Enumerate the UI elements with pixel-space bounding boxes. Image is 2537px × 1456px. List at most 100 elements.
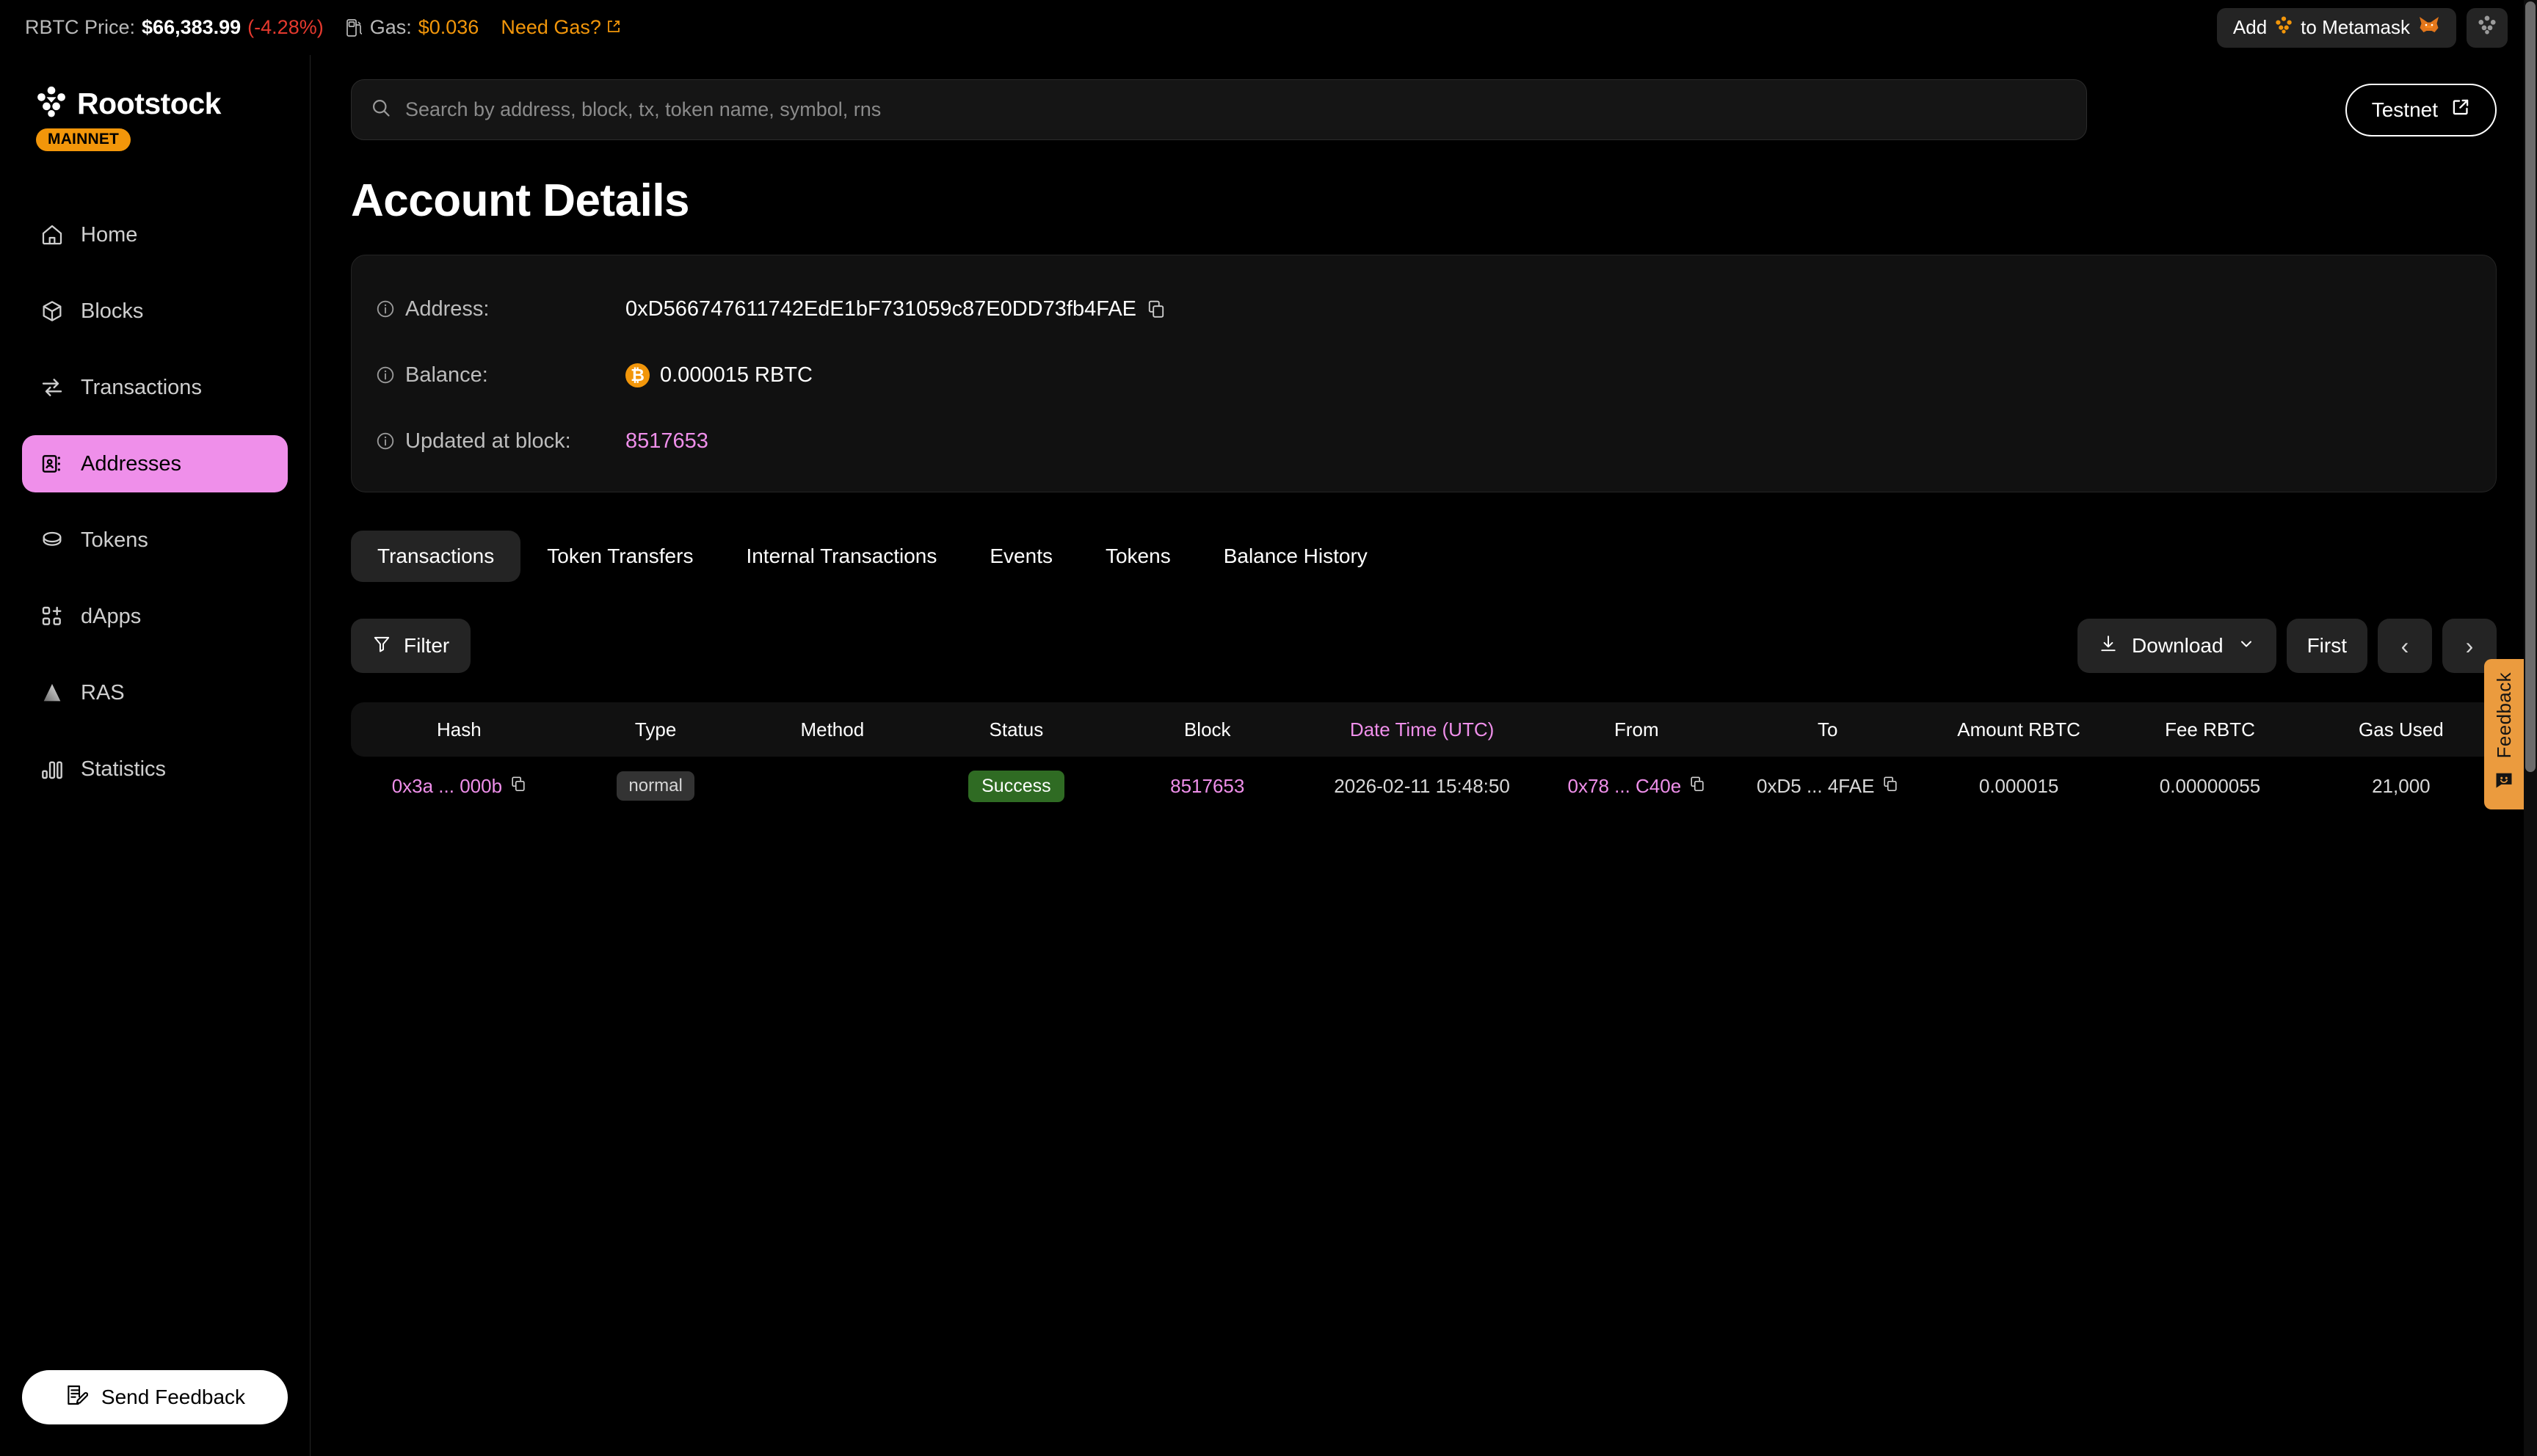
balance-label-group: Balance: — [376, 363, 625, 387]
copy-icon[interactable] — [1882, 775, 1898, 798]
network-badge: MAINNET — [36, 128, 131, 151]
sidebar-item-home[interactable]: Home — [22, 206, 288, 263]
column-header-block[interactable]: Block — [1183, 718, 1231, 740]
search-input[interactable] — [405, 98, 2067, 121]
copy-icon[interactable] — [1147, 299, 1166, 319]
copy-icon[interactable] — [1689, 775, 1705, 798]
tab-token-transfers[interactable]: Token Transfers — [547, 545, 694, 567]
cell-gas-used: 21,000 — [2372, 774, 2431, 797]
column-header-hash[interactable]: Hash — [437, 718, 482, 740]
tx-hash-link[interactable]: 0x3a ... 000b — [391, 774, 503, 797]
prev-page-button[interactable]: ‹ — [2378, 619, 2432, 673]
tab-events[interactable]: Events — [990, 545, 1053, 567]
sidebar-item-blocks[interactable]: Blocks — [22, 283, 288, 340]
network-switch-button[interactable]: Testnet — [2345, 83, 2497, 136]
column-header-gas-used[interactable]: Gas Used — [2359, 718, 2444, 740]
first-page-button[interactable]: First — [2286, 619, 2367, 673]
updated-block-value[interactable]: 8517653 — [625, 429, 708, 453]
gas-value: $0.036 — [418, 16, 479, 38]
main-topbar: Testnet — [351, 55, 2497, 140]
main-content: Testnet Account Details Address: — [311, 55, 2537, 1456]
sidebar-item-ras[interactable]: RAS — [22, 664, 288, 721]
info-icon[interactable] — [376, 365, 395, 385]
download-label: Download — [2132, 634, 2224, 657]
tab-transactions[interactable]: Transactions — [351, 531, 521, 582]
tab-internal-transactions[interactable]: Internal Transactions — [746, 545, 937, 567]
column-header-to[interactable]: To — [1818, 718, 1838, 740]
gas-price-group: Gas: $0.036 — [346, 16, 479, 39]
column-header-from[interactable]: From — [1614, 718, 1659, 740]
table-row[interactable]: 0x3a ... 000b normal Success 8517653 — [351, 757, 2497, 815]
smiley-chat-icon — [2494, 770, 2514, 794]
chevron-down-icon — [2237, 634, 2255, 658]
sidebar-item-statistics[interactable]: Statistics — [22, 740, 288, 798]
filter-label: Filter — [404, 634, 450, 657]
feedback-side-tab[interactable]: Feedback — [2484, 659, 2524, 809]
status-badge: Success — [968, 770, 1064, 802]
gas-pump-icon — [346, 18, 363, 37]
contact-card-icon — [40, 451, 65, 476]
scrollbar-thumb[interactable] — [2525, 1, 2536, 772]
info-icon[interactable] — [376, 432, 395, 451]
sidebar-item-label: Tokens — [81, 528, 148, 552]
column-header-status[interactable]: Status — [989, 718, 1044, 740]
balance-value: 0.000015 RBTC — [660, 363, 813, 387]
sidebar-item-dapps[interactable]: dApps — [22, 588, 288, 645]
page-scrollbar[interactable] — [2524, 0, 2537, 1456]
column-header-method[interactable]: Method — [800, 718, 865, 740]
copy-icon[interactable] — [510, 775, 526, 798]
column-header-amount[interactable]: Amount RBTC — [1957, 718, 2080, 740]
search-icon — [371, 98, 391, 122]
send-feedback-label: Send Feedback — [101, 1386, 246, 1408]
sidebar-item-label: Transactions — [81, 375, 202, 399]
rootstock-logo-button[interactable] — [2467, 7, 2508, 48]
sidebar-item-label: dApps — [81, 604, 142, 628]
sidebar-item-addresses[interactable]: Addresses — [22, 435, 288, 492]
download-icon — [2099, 634, 2118, 658]
tab-tokens[interactable]: Tokens — [1105, 545, 1171, 567]
search-bar[interactable] — [351, 79, 2087, 140]
info-icon[interactable] — [376, 299, 395, 318]
ticker-actions: Add to Metamask — [2216, 7, 2508, 48]
sidebar-item-tokens[interactable]: Tokens — [22, 512, 288, 569]
gas-label: Gas: — [369, 16, 412, 38]
column-header-fee[interactable]: Fee RBTC — [2165, 718, 2255, 740]
column-header-datetime[interactable]: Date Time (UTC) — [1349, 718, 1495, 740]
metamask-prefix-label: Add — [2232, 16, 2268, 38]
sidebar-nav: Home Blocks Transactions — [0, 206, 310, 798]
download-button[interactable]: Download — [2077, 619, 2276, 673]
transfer-arrows-icon — [40, 375, 65, 400]
address-value-group: 0xD566747611742EdE1bF731059c87E0DD73fb4F… — [625, 297, 1166, 321]
sidebar: Rootstock MAINNET Home Blocks — [0, 55, 311, 1456]
updated-block-label-group: Updated at block: — [376, 429, 625, 454]
cube-icon — [40, 299, 65, 324]
table-toolbar: Filter Download First ‹ — [351, 619, 2497, 673]
sidebar-item-label: Statistics — [81, 757, 167, 781]
address-label: Address: — [405, 296, 490, 321]
cell-type: normal — [567, 771, 744, 801]
detail-row-updated-block: Updated at block: 8517653 — [376, 417, 2463, 465]
block-link[interactable]: 8517653 — [1170, 774, 1245, 797]
need-gas-label: Need Gas? — [501, 16, 601, 38]
cell-to: 0xD5 ... 4FAE — [1732, 775, 1923, 798]
updated-block-value-group[interactable]: 8517653 — [625, 429, 708, 454]
feedback-note-icon — [65, 1383, 89, 1412]
need-gas-link[interactable]: Need Gas? — [501, 16, 621, 39]
to-address-text: 0xD5 ... 4FAE — [1757, 774, 1875, 797]
external-link-icon — [2451, 98, 2470, 122]
tab-balance-history[interactable]: Balance History — [1223, 545, 1368, 567]
sidebar-item-transactions[interactable]: Transactions — [22, 359, 288, 416]
sidebar-item-label: Home — [81, 222, 138, 247]
filter-button[interactable]: Filter — [351, 619, 471, 673]
filter-icon — [372, 634, 391, 658]
balance-value-group: ₿ 0.000015 RBTC — [625, 363, 813, 387]
add-to-metamask-button[interactable]: Add to Metamask — [2216, 7, 2456, 48]
from-address-link[interactable]: 0x78 ... C40e — [1567, 774, 1682, 797]
type-badge: normal — [617, 771, 694, 801]
brand-block[interactable]: Rootstock MAINNET — [0, 55, 310, 151]
send-feedback-button[interactable]: Send Feedback — [22, 1370, 288, 1424]
column-header-type[interactable]: Type — [634, 718, 677, 740]
sidebar-item-label: Addresses — [81, 451, 182, 476]
rbtc-price-group: RBTC Price: $66,383.99 (-4.28%) — [25, 16, 324, 39]
ticker-stats: RBTC Price: $66,383.99 (-4.28%) Gas: $0.… — [25, 16, 621, 39]
